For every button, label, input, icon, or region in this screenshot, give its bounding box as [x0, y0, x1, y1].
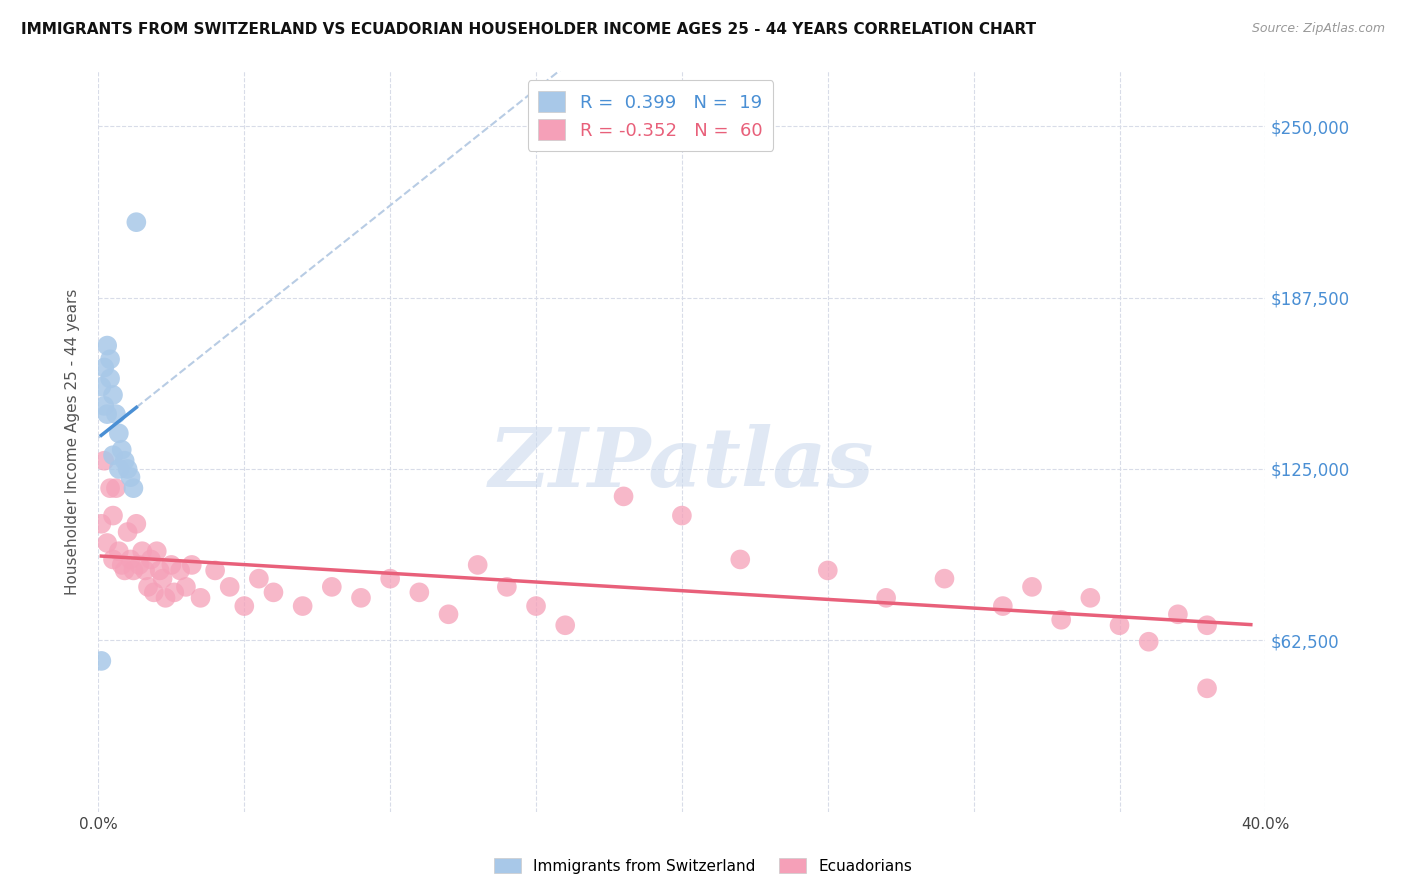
- Point: [1195, 618, 1218, 632]
- Text: Source: ZipAtlas.com: Source: ZipAtlas.com: [1251, 22, 1385, 36]
- Point: [204, 563, 226, 577]
- Point: [380, 572, 402, 586]
- Point: [169, 563, 191, 577]
- Point: [146, 544, 169, 558]
- Point: [96, 536, 118, 550]
- Point: [149, 563, 172, 577]
- Point: [350, 591, 373, 605]
- Point: [1108, 618, 1130, 632]
- Point: [90, 380, 112, 394]
- Point: [117, 462, 139, 476]
- Point: [817, 563, 839, 577]
- Point: [1167, 607, 1189, 622]
- Point: [524, 599, 547, 613]
- Point: [108, 544, 131, 558]
- Point: [1050, 613, 1073, 627]
- Point: [934, 572, 956, 586]
- Point: [991, 599, 1014, 613]
- Point: [125, 516, 148, 531]
- Point: [131, 544, 153, 558]
- Text: ZIPatlas: ZIPatlas: [489, 424, 875, 504]
- Point: [108, 462, 131, 476]
- Point: [101, 552, 124, 566]
- Point: [108, 426, 131, 441]
- Point: [152, 572, 174, 586]
- Point: [101, 448, 124, 462]
- Point: [93, 360, 115, 375]
- Point: [321, 580, 343, 594]
- Point: [291, 599, 314, 613]
- Point: [111, 442, 134, 457]
- Point: [117, 524, 139, 539]
- Point: [139, 552, 162, 566]
- Point: [114, 454, 136, 468]
- Point: [125, 215, 148, 229]
- Point: [114, 563, 136, 577]
- Point: [111, 558, 134, 572]
- Point: [90, 654, 112, 668]
- Point: [101, 508, 124, 523]
- Point: [93, 454, 115, 468]
- Point: [496, 580, 519, 594]
- Point: [612, 489, 634, 503]
- Point: [554, 618, 576, 632]
- Point: [1137, 634, 1160, 648]
- Point: [233, 599, 256, 613]
- Point: [155, 591, 177, 605]
- Point: [98, 371, 121, 385]
- Point: [408, 585, 430, 599]
- Point: [180, 558, 202, 572]
- Point: [122, 563, 145, 577]
- Point: [163, 585, 186, 599]
- Point: [174, 580, 197, 594]
- Point: [96, 338, 118, 352]
- Point: [1021, 580, 1043, 594]
- Point: [98, 352, 121, 367]
- Point: [120, 470, 142, 484]
- Point: [218, 580, 240, 594]
- Point: [262, 585, 284, 599]
- Point: [437, 607, 460, 622]
- Point: [1195, 681, 1218, 696]
- Point: [98, 481, 121, 495]
- Point: [104, 481, 127, 495]
- Point: [136, 580, 159, 594]
- Point: [101, 388, 124, 402]
- Point: [190, 591, 212, 605]
- Point: [730, 552, 752, 566]
- Point: [875, 591, 897, 605]
- Point: [128, 558, 150, 572]
- Point: [247, 572, 270, 586]
- Point: [142, 585, 165, 599]
- Point: [134, 563, 156, 577]
- Legend: R =  0.399   N =  19, R = -0.352   N =  60: R = 0.399 N = 19, R = -0.352 N = 60: [527, 80, 773, 151]
- Point: [671, 508, 693, 523]
- Point: [96, 407, 118, 421]
- Y-axis label: Householder Income Ages 25 - 44 years: Householder Income Ages 25 - 44 years: [65, 288, 80, 595]
- Point: [160, 558, 183, 572]
- Text: IMMIGRANTS FROM SWITZERLAND VS ECUADORIAN HOUSEHOLDER INCOME AGES 25 - 44 YEARS : IMMIGRANTS FROM SWITZERLAND VS ECUADORIA…: [21, 22, 1036, 37]
- Point: [90, 516, 112, 531]
- Legend: Immigrants from Switzerland, Ecuadorians: Immigrants from Switzerland, Ecuadorians: [488, 852, 918, 880]
- Point: [467, 558, 489, 572]
- Point: [93, 399, 115, 413]
- Point: [1080, 591, 1102, 605]
- Point: [122, 481, 145, 495]
- Point: [120, 552, 142, 566]
- Point: [104, 407, 127, 421]
